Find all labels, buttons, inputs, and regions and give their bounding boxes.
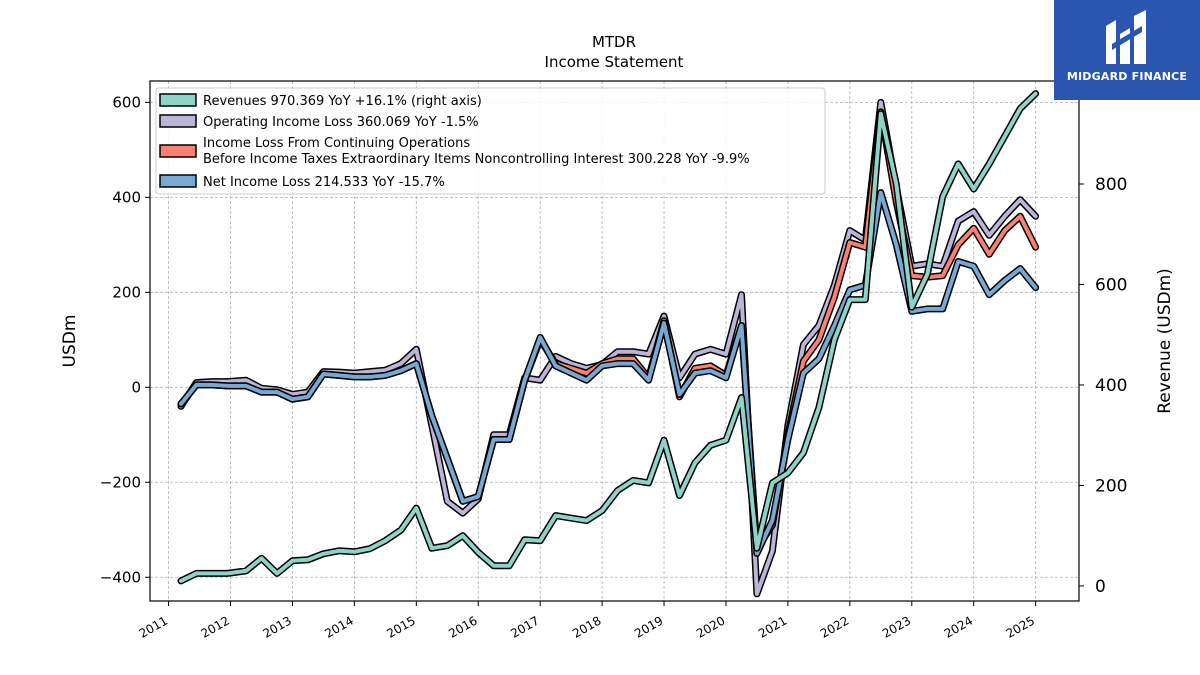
y-tick-label: −400 xyxy=(100,568,141,586)
y-axis-label: USDm xyxy=(60,315,80,368)
legend-label-pretax-income-line2: Before Income Taxes Extraordinary Items … xyxy=(203,152,750,167)
y2-tick-label: 400 xyxy=(1095,376,1127,396)
legend-box xyxy=(155,87,826,195)
series-line-3 xyxy=(179,91,1038,583)
y-tick-label: 0 xyxy=(131,378,141,396)
x-tick-label: 2021 xyxy=(756,613,789,640)
chart-title: MTDR xyxy=(592,33,636,51)
y-tick-label: 600 xyxy=(112,93,141,111)
x-tick-label: 2018 xyxy=(570,613,603,640)
legend-label-pretax-income-line1: Income Loss From Continuing Operations xyxy=(203,136,470,151)
x-tick-label: 2019 xyxy=(632,613,665,640)
x-tick-label: 2011 xyxy=(137,613,170,640)
y-tick-label: 400 xyxy=(112,188,141,206)
legend-swatch-operating-income xyxy=(159,114,197,128)
logo-text: MIDGARD FINANCE xyxy=(1066,70,1188,83)
x-tick-label: 2020 xyxy=(694,613,727,640)
legend-swatch-pretax-income xyxy=(159,144,197,158)
x-tick-label: 2015 xyxy=(384,613,417,640)
y2-tick-label: 600 xyxy=(1095,275,1127,295)
x-tick-label: 2013 xyxy=(260,613,293,640)
legend-label-revenues: Revenues 970.369 YoY +16.1% (right axis) xyxy=(203,94,482,109)
x-tick-label: 2025 xyxy=(1004,613,1037,640)
y2-tick-label: 0 xyxy=(1095,577,1106,597)
legend-label-net-income: Net Income Loss 214.533 YoY -15.7% xyxy=(203,175,445,190)
legend-swatch-net-income xyxy=(159,174,197,188)
brand-logo: MIDGARD FINANCE xyxy=(1054,0,1200,100)
legend: Revenues 970.369 YoY +16.1% (right axis)… xyxy=(155,87,826,195)
y-tick-label: 200 xyxy=(112,283,141,301)
x-tick-label: 2016 xyxy=(446,613,479,640)
chart-subtitle: Income Statement xyxy=(545,53,684,71)
logo-mark-icon xyxy=(1106,10,1146,64)
x-tick-label: 2024 xyxy=(942,613,975,640)
x-tick-label: 2014 xyxy=(322,613,355,640)
legend-swatch-revenues xyxy=(159,93,197,107)
legend-label-operating-income: Operating Income Loss 360.069 YoY -1.5% xyxy=(203,115,479,130)
y2-axis-label: Revenue (USDm) xyxy=(1155,268,1175,414)
y2-tick-label: 200 xyxy=(1095,476,1127,496)
x-tick-label: 2023 xyxy=(880,613,913,640)
series-line-2 xyxy=(179,190,1038,556)
series-layer xyxy=(177,90,1040,598)
x-tick-label: 2012 xyxy=(199,613,232,640)
plot-frame xyxy=(149,80,1080,602)
y-tick-label: −200 xyxy=(100,473,141,491)
x-tick-label: 2017 xyxy=(508,613,541,640)
x-tick-label: 2022 xyxy=(818,613,851,640)
y2-tick-label: 800 xyxy=(1095,175,1127,195)
